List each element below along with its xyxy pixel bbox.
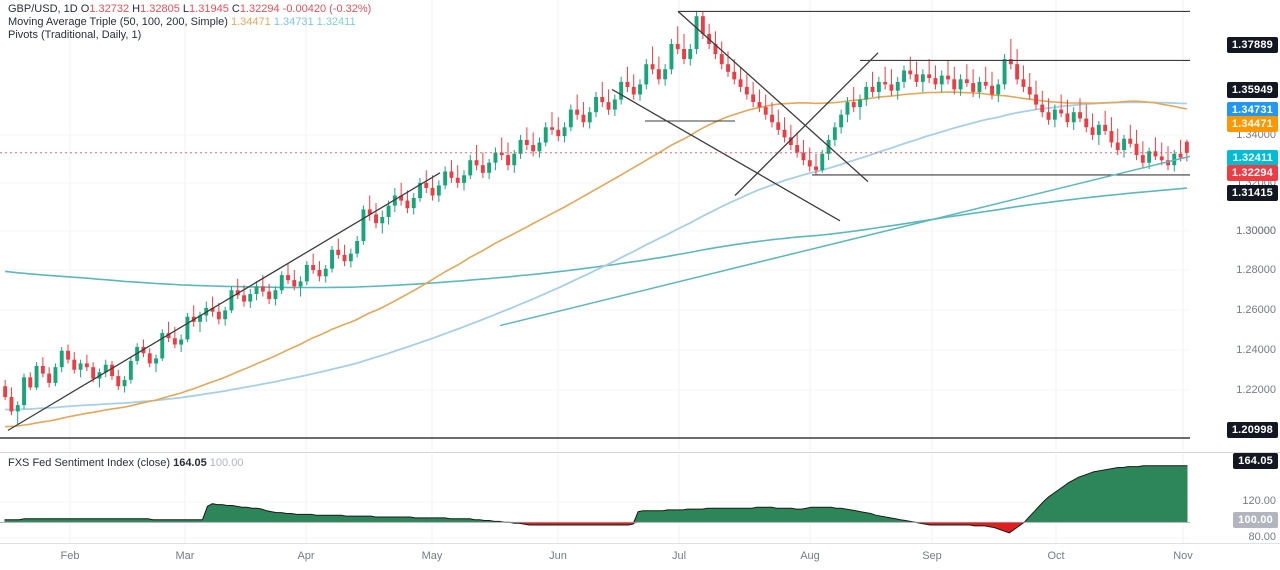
time-tick-label: Mar xyxy=(175,550,195,562)
time-tick-label: Sep xyxy=(922,550,942,562)
legend-row-moving-average[interactable]: Moving Average Triple (50, 100, 200, Sim… xyxy=(8,16,371,29)
time-tick-label: Jul xyxy=(671,550,687,562)
time-tick-label: Aug xyxy=(800,550,820,562)
time-tick-label: Nov xyxy=(1173,550,1193,562)
candlestick-series xyxy=(3,11,1189,425)
legend-row-symbol[interactable]: GBP/USD, 1D O1.32732 H1.32805 L1.31945 C… xyxy=(8,3,371,16)
symbol-label: GBP/USD, 1D xyxy=(8,3,78,15)
time-tick-label: Oct xyxy=(1047,550,1065,562)
open-value: 1.32732 xyxy=(89,3,130,15)
high-key: H xyxy=(132,3,141,15)
legend-row-indicator[interactable]: FXS Fed Sentiment Index (close) 164.05 1… xyxy=(8,457,243,470)
close-value: 1.32294 xyxy=(239,3,280,15)
indicator-baseline-value: 100.00 xyxy=(209,457,244,469)
trend-line xyxy=(677,10,869,183)
price-chart-canvas xyxy=(0,0,1191,450)
trend-line xyxy=(611,88,841,222)
ma-200-line xyxy=(5,187,1187,289)
indicator-chart-canvas xyxy=(0,453,1190,543)
ma-50-value: 1.34471 xyxy=(230,16,271,28)
time-tick-label: May xyxy=(421,550,443,562)
pivots-title: Pivots (Traditional, Daily, 1) xyxy=(8,29,142,41)
chart-legend: GBP/USD, 1D O1.32732 H1.32805 L1.31945 C… xyxy=(8,3,371,42)
open-key: O xyxy=(80,3,90,15)
indicator-legend: FXS Fed Sentiment Index (close) 164.05 1… xyxy=(8,457,243,470)
time-tick-label: Jun xyxy=(549,550,567,562)
high-value: 1.32805 xyxy=(140,3,180,15)
indicator-line xyxy=(4,465,1188,534)
indicator-pane[interactable] xyxy=(0,452,1280,543)
indicator-title: FXS Fed Sentiment Index (close) xyxy=(8,457,171,469)
time-tick-label: Feb xyxy=(60,550,80,562)
ma-50-line xyxy=(5,91,1188,428)
ma-200-value: 1.32411 xyxy=(316,16,356,28)
trend-line xyxy=(734,52,879,196)
legend-row-pivots[interactable]: Pivots (Traditional, Daily, 1) xyxy=(8,29,371,42)
ma-100-value: 1.34731 xyxy=(273,16,314,28)
indicator-area-negative xyxy=(4,522,1188,533)
indicator-value: 164.05 xyxy=(173,457,207,469)
time-axis[interactable]: Feb Mar Apr May Jun Jul Aug Sep Oct Nov xyxy=(0,543,1280,570)
ma-100-line xyxy=(5,101,1187,411)
low-value: 1.31945 xyxy=(189,3,229,15)
time-tick-label: Apr xyxy=(297,550,315,562)
trend-line-support xyxy=(499,155,1191,327)
low-key: L xyxy=(182,3,190,15)
indicator-area-positive xyxy=(4,465,1188,523)
trend-line xyxy=(7,172,441,431)
close-key: C xyxy=(231,3,240,15)
change-value: -0.00420 (-0.32%) xyxy=(282,3,372,15)
ma-title: Moving Average Triple (50, 100, 200, Sim… xyxy=(8,16,228,28)
price-pane[interactable] xyxy=(0,0,1280,450)
